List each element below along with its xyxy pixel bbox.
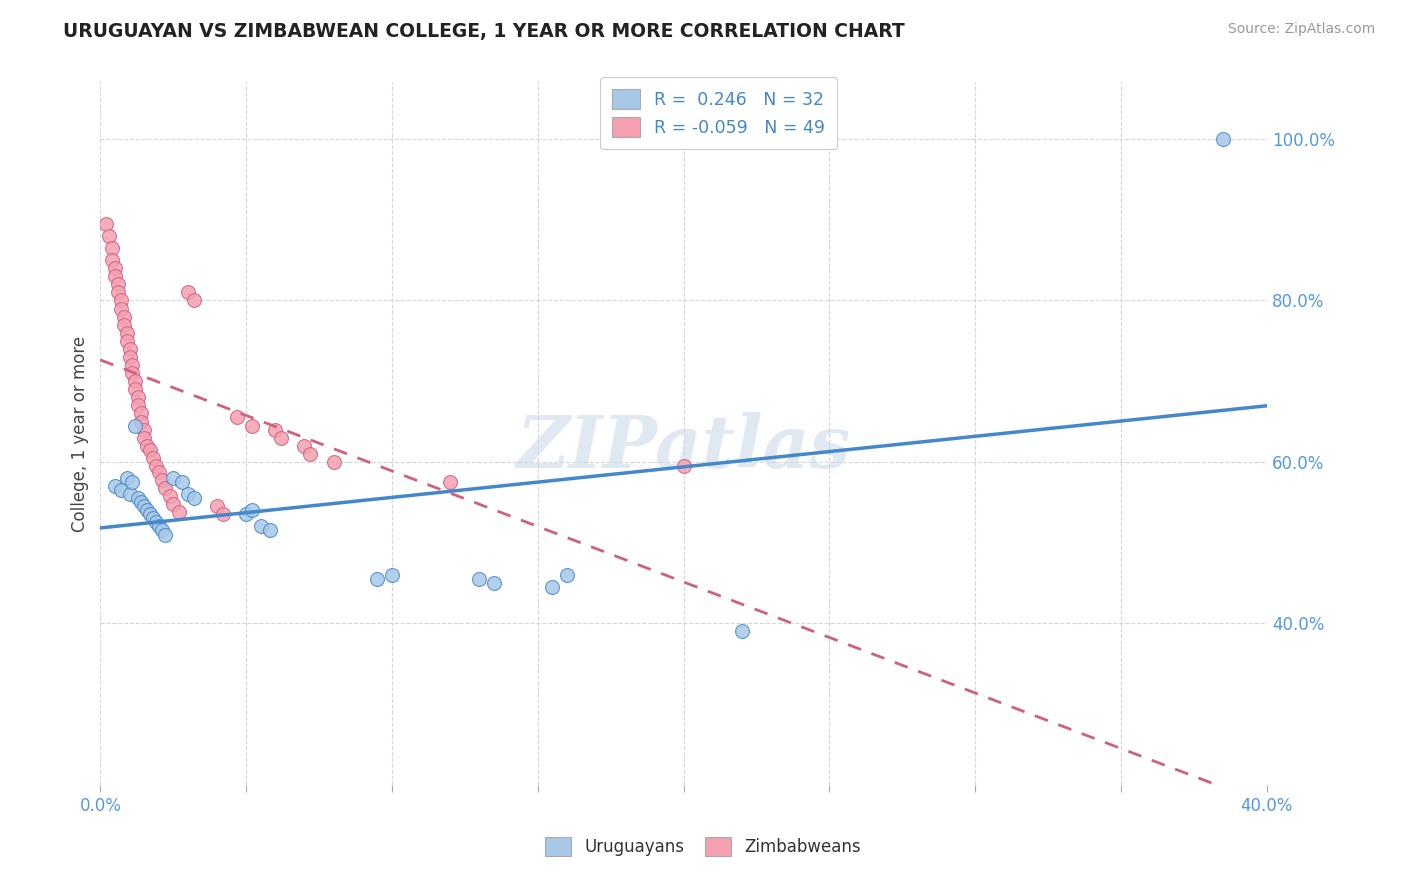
Point: [112, 318, 135, 332]
Point: [1212, 132, 1234, 146]
Point: [270, 431, 292, 445]
Text: URUGUAYAN VS ZIMBABWEAN COLLEGE, 1 YEAR OR MORE CORRELATION CHART: URUGUAYAN VS ZIMBABWEAN COLLEGE, 1 YEAR …: [63, 22, 905, 41]
Point: [264, 423, 287, 437]
Point: [259, 524, 281, 538]
Point: [162, 471, 184, 485]
Point: [162, 497, 184, 511]
Point: [136, 439, 159, 453]
Point: [153, 527, 176, 541]
Point: [129, 407, 152, 421]
Point: [226, 410, 249, 425]
Point: [145, 516, 167, 530]
Text: Source: ZipAtlas.com: Source: ZipAtlas.com: [1227, 22, 1375, 37]
Point: [183, 491, 205, 506]
Point: [127, 398, 149, 412]
Point: [127, 491, 149, 506]
Point: [235, 508, 257, 522]
Point: [104, 479, 127, 493]
Point: [127, 390, 149, 404]
Point: [107, 277, 129, 292]
Point: [672, 458, 695, 473]
Point: [118, 342, 141, 356]
Point: [121, 475, 143, 489]
Point: [132, 423, 155, 437]
Point: [177, 487, 200, 501]
Point: [468, 572, 491, 586]
Point: [322, 455, 344, 469]
Point: [177, 285, 200, 300]
Point: [150, 473, 173, 487]
Point: [124, 374, 146, 388]
Point: [249, 519, 271, 533]
Point: [142, 450, 165, 465]
Point: [112, 310, 135, 324]
Text: ZIPatlas: ZIPatlas: [516, 412, 851, 483]
Legend: Uruguayans, Zimbabweans: Uruguayans, Zimbabweans: [534, 827, 872, 866]
Point: [240, 418, 263, 433]
Point: [294, 439, 316, 453]
Legend: R =  0.246   N = 32, R = -0.059   N = 49: R = 0.246 N = 32, R = -0.059 N = 49: [600, 77, 837, 149]
Point: [132, 431, 155, 445]
Point: [145, 458, 167, 473]
Point: [129, 415, 152, 429]
Point: [101, 253, 124, 268]
Point: [129, 495, 152, 509]
Point: [139, 508, 162, 522]
Point: [124, 382, 146, 396]
Point: [299, 447, 322, 461]
Point: [170, 475, 193, 489]
Point: [115, 471, 138, 485]
Point: [159, 489, 181, 503]
Point: [110, 483, 132, 497]
Point: [541, 580, 564, 594]
Point: [731, 624, 754, 639]
Point: [142, 511, 165, 525]
Point: [150, 524, 173, 538]
Point: [136, 503, 159, 517]
Point: [167, 505, 190, 519]
Point: [148, 465, 170, 479]
Point: [482, 576, 505, 591]
Point: [381, 567, 404, 582]
Point: [153, 481, 176, 495]
Point: [439, 475, 461, 489]
Point: [240, 503, 263, 517]
Point: [107, 285, 129, 300]
Point: [183, 293, 205, 308]
Point: [118, 350, 141, 364]
Point: [110, 301, 132, 316]
Point: [104, 261, 127, 276]
Point: [104, 269, 127, 284]
Point: [98, 228, 121, 243]
Point: [101, 241, 124, 255]
Point: [96, 217, 118, 231]
Point: [555, 567, 578, 582]
Point: [205, 500, 228, 514]
Point: [115, 334, 138, 348]
Point: [121, 366, 143, 380]
Point: [211, 508, 233, 522]
Point: [121, 358, 143, 372]
Point: [118, 487, 141, 501]
Point: [110, 293, 132, 308]
Point: [139, 442, 162, 457]
Point: [148, 519, 170, 533]
Point: [366, 572, 388, 586]
Point: [115, 326, 138, 340]
Point: [132, 500, 155, 514]
Point: [124, 418, 146, 433]
Y-axis label: College, 1 year or more: College, 1 year or more: [72, 335, 89, 532]
